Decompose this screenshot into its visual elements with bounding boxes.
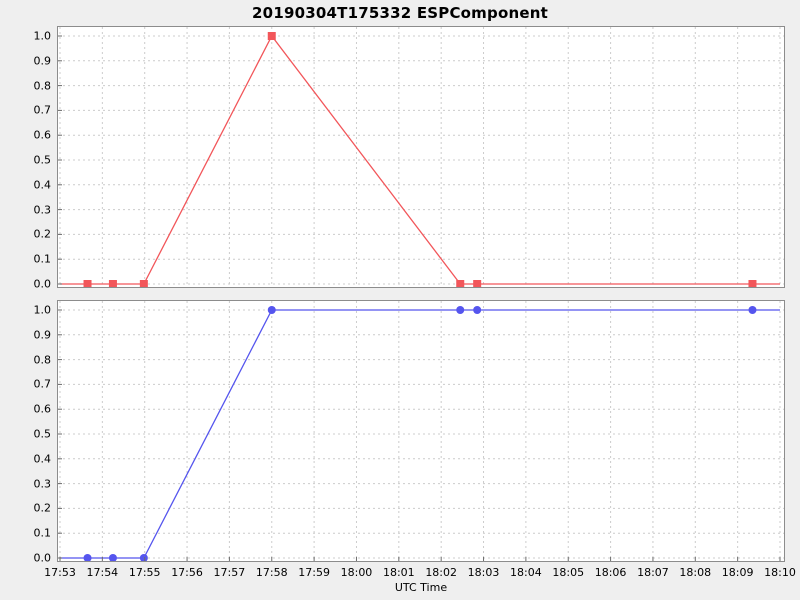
data-marker-bottom <box>456 306 464 314</box>
data-marker-top <box>84 280 92 287</box>
x-tick-label: 18:04 <box>503 566 549 579</box>
x-tick-label: 18:00 <box>333 566 379 579</box>
y-tick-label: 0.9 <box>17 328 51 341</box>
y-tick-label: 0.3 <box>17 203 51 216</box>
y-tick-label: 0.6 <box>17 129 51 142</box>
x-tick-label: 18:07 <box>630 566 676 579</box>
y-tick-label: 0.2 <box>17 502 51 515</box>
x-tick-label: 17:58 <box>249 566 295 579</box>
x-tick-label: 18:01 <box>376 566 422 579</box>
chart-figure: 20190304T175332 ESPComponent sampling (b… <box>0 0 800 600</box>
data-marker-top <box>140 280 148 287</box>
data-marker-bottom <box>109 554 117 561</box>
y-tick-label: 0.2 <box>17 228 51 241</box>
y-tick-label: 0.0 <box>17 278 51 291</box>
y-tick-label: 0.5 <box>17 154 51 167</box>
x-tick-label: 17:56 <box>164 566 210 579</box>
y-tick-label: 0.4 <box>17 452 51 465</box>
x-tick-label: 18:05 <box>545 566 591 579</box>
data-marker-top <box>748 280 756 287</box>
y-tick-label: 0.4 <box>17 178 51 191</box>
data-marker-bottom <box>140 554 148 561</box>
y-tick-label: 0.1 <box>17 253 51 266</box>
page-title: 20190304T175332 ESPComponent <box>0 4 800 22</box>
y-tick-label: 0.7 <box>17 104 51 117</box>
x-axis-label: UTC Time <box>57 581 785 594</box>
x-tick-label: 17:59 <box>291 566 337 579</box>
y-tick-label: 0.9 <box>17 54 51 67</box>
y-tick-label: 0.5 <box>17 428 51 441</box>
plot-area-sample-number <box>58 301 784 561</box>
data-marker-bottom <box>84 554 92 561</box>
y-tick-label: 0.8 <box>17 79 51 92</box>
y-tick-label: 0.8 <box>17 353 51 366</box>
x-tick-label: 17:53 <box>37 566 83 579</box>
y-tick-label: 0.3 <box>17 477 51 490</box>
x-tick-label: 18:08 <box>672 566 718 579</box>
data-marker-top <box>456 280 464 287</box>
y-tick-label: 0.7 <box>17 378 51 391</box>
y-tick-label: 1.0 <box>17 304 51 317</box>
x-tick-label: 18:03 <box>461 566 507 579</box>
x-tick-label: 17:54 <box>79 566 125 579</box>
x-tick-label: 18:06 <box>588 566 634 579</box>
y-tick-label: 0.1 <box>17 527 51 540</box>
x-tick-label: 18:10 <box>757 566 800 579</box>
plot-panel-sampling <box>57 26 785 288</box>
plot-area-sampling <box>58 27 784 287</box>
data-marker-bottom <box>473 306 481 314</box>
data-marker-top <box>268 32 276 40</box>
x-tick-label: 17:57 <box>206 566 252 579</box>
x-tick-label: 18:09 <box>715 566 761 579</box>
data-marker-top <box>109 280 117 287</box>
x-tick-label: 17:55 <box>122 566 168 579</box>
y-tick-label: 1.0 <box>17 30 51 43</box>
data-marker-bottom <box>268 306 276 314</box>
y-tick-label: 0.0 <box>17 552 51 565</box>
x-tick-label: 18:02 <box>418 566 464 579</box>
y-tick-label: 0.6 <box>17 403 51 416</box>
data-marker-bottom <box>748 306 756 314</box>
plot-panel-sample-number <box>57 300 785 562</box>
data-marker-top <box>473 280 481 287</box>
